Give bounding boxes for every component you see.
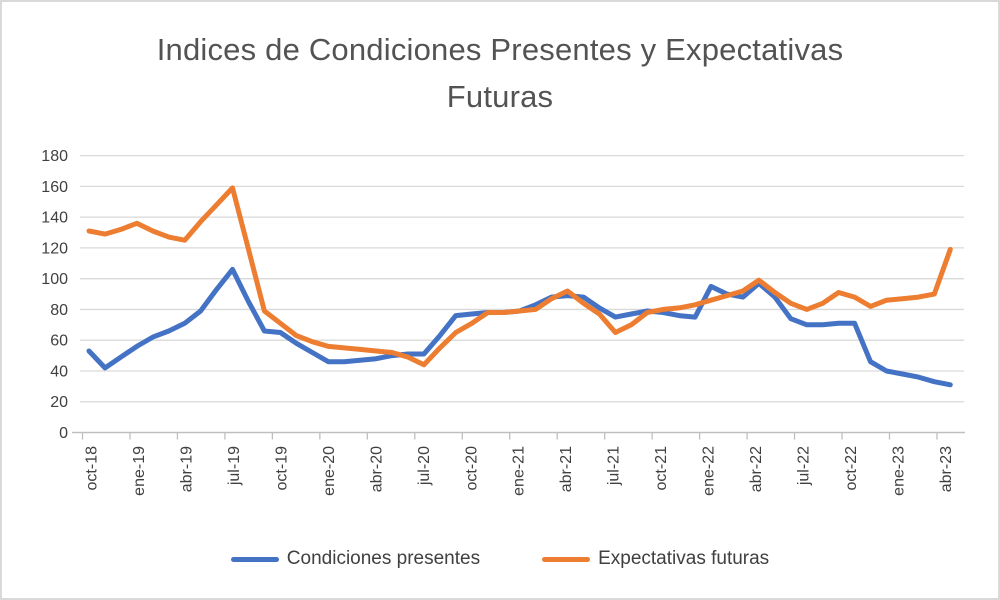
x-tick-label: oct-20: [463, 446, 480, 491]
expectativas-futuras-line-swatch: [542, 556, 591, 562]
y-tick-label: 40: [50, 363, 68, 380]
x-tick-label: ene-20: [321, 446, 338, 496]
condiciones-presentes-line-swatch: [230, 556, 279, 562]
x-tick-label: jul-21: [606, 446, 623, 486]
legend-label-expectativas-futuras: Expectativas futuras: [598, 548, 770, 569]
y-tick-label: 60: [50, 333, 68, 350]
y-tick-label: 160: [41, 179, 68, 196]
x-tick-label: oct-21: [653, 446, 670, 491]
legend-label-condiciones-presentes: Condiciones presentes: [286, 548, 481, 569]
x-tick-label: oct-19: [273, 446, 290, 491]
y-tick-label: 20: [50, 394, 68, 411]
legend-item-condiciones-presentes: Condiciones presentes: [230, 548, 481, 570]
x-tick-label: jul-19: [226, 446, 243, 486]
y-tick-label: 180: [41, 148, 68, 165]
legend-item-expectativas-futuras: Expectativas futuras: [542, 548, 769, 570]
x-tick-label: oct-18: [84, 446, 101, 491]
x-tick-label: jul-22: [796, 446, 813, 486]
x-tick-label: abr-20: [368, 446, 385, 492]
x-tick-label: ene-22: [701, 446, 718, 496]
chart-title: Indices de Condiciones Presentes y Expec…: [2, 26, 998, 120]
x-tick-label: abr-19: [178, 446, 195, 492]
chart-title-line1: Indices de Condiciones Presentes y Expec…: [156, 32, 844, 67]
x-tick-label: ene-19: [131, 446, 148, 496]
x-tick-label: abr-22: [748, 446, 765, 492]
y-tick-label: 120: [41, 240, 68, 257]
y-tick-label: 80: [50, 302, 68, 319]
line-chart-plot: 0 20 40 60 80 100 120 140 160 180 oct-18 ene-19 abr-…: [41, 148, 965, 496]
x-tick-label: ene-23: [890, 446, 907, 496]
y-tick-label: 100: [41, 271, 68, 288]
series-line-condiciones-presentes: [86, 266, 953, 388]
legend: Condiciones presentes Expectativas futur…: [2, 548, 998, 570]
x-tick-label: jul-20: [416, 446, 433, 486]
y-tick-label: 0: [59, 425, 68, 442]
chart-title-line2: Futuras: [446, 79, 554, 114]
x-tick-label: ene-21: [511, 446, 528, 496]
series-line-expectativas-futuras: [86, 185, 953, 368]
x-tick-label: abr-23: [938, 446, 955, 492]
x-tick-label: oct-22: [843, 446, 860, 491]
x-tick-label: abr-21: [558, 446, 575, 492]
y-tick-label: 140: [41, 210, 68, 227]
